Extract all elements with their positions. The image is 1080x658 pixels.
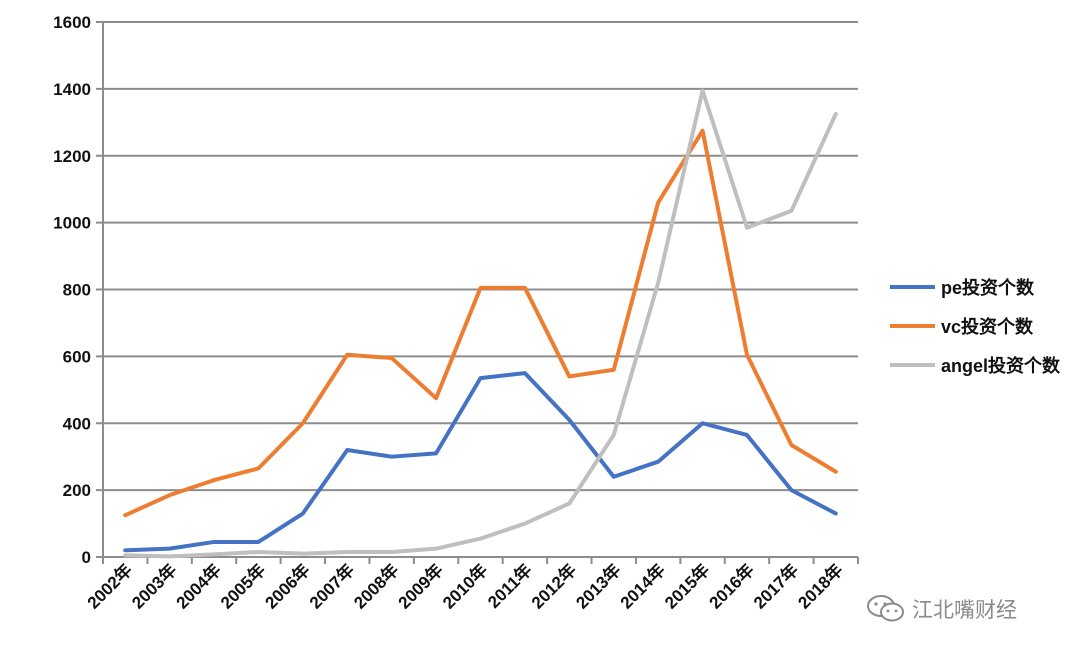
data-point: [302, 422, 304, 424]
legend: pe投资个数 vc投资个数 angel投资个数: [890, 277, 1061, 376]
data-point: [302, 513, 304, 515]
x-tick-label: 2009年: [394, 560, 447, 613]
data-point: [835, 113, 837, 115]
x-tick-label: 2006年: [261, 560, 314, 613]
data-point: [568, 375, 570, 377]
y-tick-label: 1000: [53, 214, 91, 233]
y-tick-label: 1600: [53, 13, 91, 32]
data-point: [435, 452, 437, 454]
data-point: [346, 449, 348, 451]
x-tick-label: 2018年: [794, 560, 847, 613]
wechat-icon: [867, 595, 904, 622]
data-point: [790, 489, 792, 491]
data-point: [391, 551, 393, 553]
legend-label: pe投资个数: [941, 277, 1035, 298]
data-point: [657, 461, 659, 463]
data-point: [568, 419, 570, 421]
x-tick-label: 2004年: [172, 560, 225, 613]
data-point: [613, 369, 615, 371]
data-point: [657, 202, 659, 204]
data-point: [346, 354, 348, 356]
x-tick-label: 2016年: [705, 560, 758, 613]
data-point: [568, 503, 570, 504]
data-point: [169, 548, 171, 550]
data-point: [257, 467, 259, 469]
data-point: [169, 494, 171, 496]
data-point: [257, 541, 259, 543]
data-point: [746, 434, 748, 436]
x-tick-label: 2013年: [572, 560, 625, 613]
x-tick-label: 2017年: [749, 560, 802, 613]
data-point: [435, 397, 437, 399]
data-point: [524, 523, 526, 525]
series-lines: [123, 88, 838, 559]
data-point: [613, 434, 615, 436]
data-point: [613, 476, 615, 478]
watermark-text: 江北嘴财经: [912, 598, 1017, 622]
data-point: [213, 541, 215, 543]
x-tick-label: 2003年: [128, 560, 181, 613]
data-point: [657, 282, 659, 284]
data-point: [480, 377, 481, 379]
data-point: [835, 471, 837, 473]
x-tick-label: 2014年: [616, 560, 669, 613]
y-tick-label: 200: [63, 481, 91, 500]
legend-label: vc投资个数: [941, 316, 1034, 337]
series-line: [123, 128, 838, 518]
data-point: [213, 479, 215, 481]
gridlines: [103, 21, 858, 492]
data-point: [746, 354, 748, 356]
y-tick-label: 800: [63, 281, 91, 300]
data-point: [124, 514, 126, 516]
y-tick-label: 1400: [53, 80, 91, 99]
data-point: [790, 444, 792, 446]
data-point: [213, 553, 215, 555]
data-point: [702, 90, 704, 92]
y-axis-tick-labels: 0 200 400 600 800 1000 1200 1400 1600: [53, 13, 91, 567]
x-tick-label: 2002年: [83, 560, 136, 613]
data-point: [391, 456, 393, 458]
data-point: [835, 513, 837, 515]
x-tick-label: 2015年: [660, 560, 713, 613]
x-tick-label: 2012年: [527, 560, 580, 613]
y-tick-label: 600: [63, 347, 91, 366]
data-point: [702, 130, 704, 132]
x-tick-label: 2007年: [305, 560, 358, 613]
legend-item: pe投资个数: [890, 277, 1035, 298]
data-point: [790, 210, 792, 212]
legend-item: vc投资个数: [890, 316, 1034, 337]
series-2: [123, 88, 838, 559]
data-point: [346, 551, 348, 553]
series-line: [123, 88, 838, 559]
series-line: [123, 371, 838, 553]
data-point: [524, 287, 526, 289]
axes: [96, 21, 859, 564]
data-point: [746, 227, 748, 229]
x-axis-tick-labels: 2002年2003年2004年2005年2006年2007年2008年2009年…: [83, 560, 846, 613]
data-point: [302, 553, 304, 555]
data-point: [124, 554, 126, 556]
data-point: [257, 551, 259, 553]
data-point: [169, 555, 171, 557]
x-tick-label: 2005年: [216, 560, 269, 613]
watermark: 江北嘴财经: [866, 594, 1017, 624]
data-point: [702, 422, 704, 424]
data-point: [480, 287, 481, 289]
y-tick-label: 0: [82, 548, 91, 567]
data-point: [391, 357, 393, 359]
data-point: [524, 372, 526, 374]
data-point: [124, 549, 126, 551]
x-tick-label: 2011年: [483, 560, 535, 612]
series-0: [123, 371, 838, 553]
data-point: [435, 548, 437, 550]
x-tick-label: 2010年: [438, 560, 491, 613]
x-tick-label: 2008年: [350, 560, 403, 613]
legend-label: angel投资个数: [941, 355, 1061, 376]
data-point: [480, 538, 481, 540]
y-tick-label: 1200: [53, 147, 91, 166]
legend-item: angel投资个数: [890, 355, 1061, 376]
y-tick-label: 400: [63, 414, 91, 433]
series-1: [123, 128, 838, 518]
